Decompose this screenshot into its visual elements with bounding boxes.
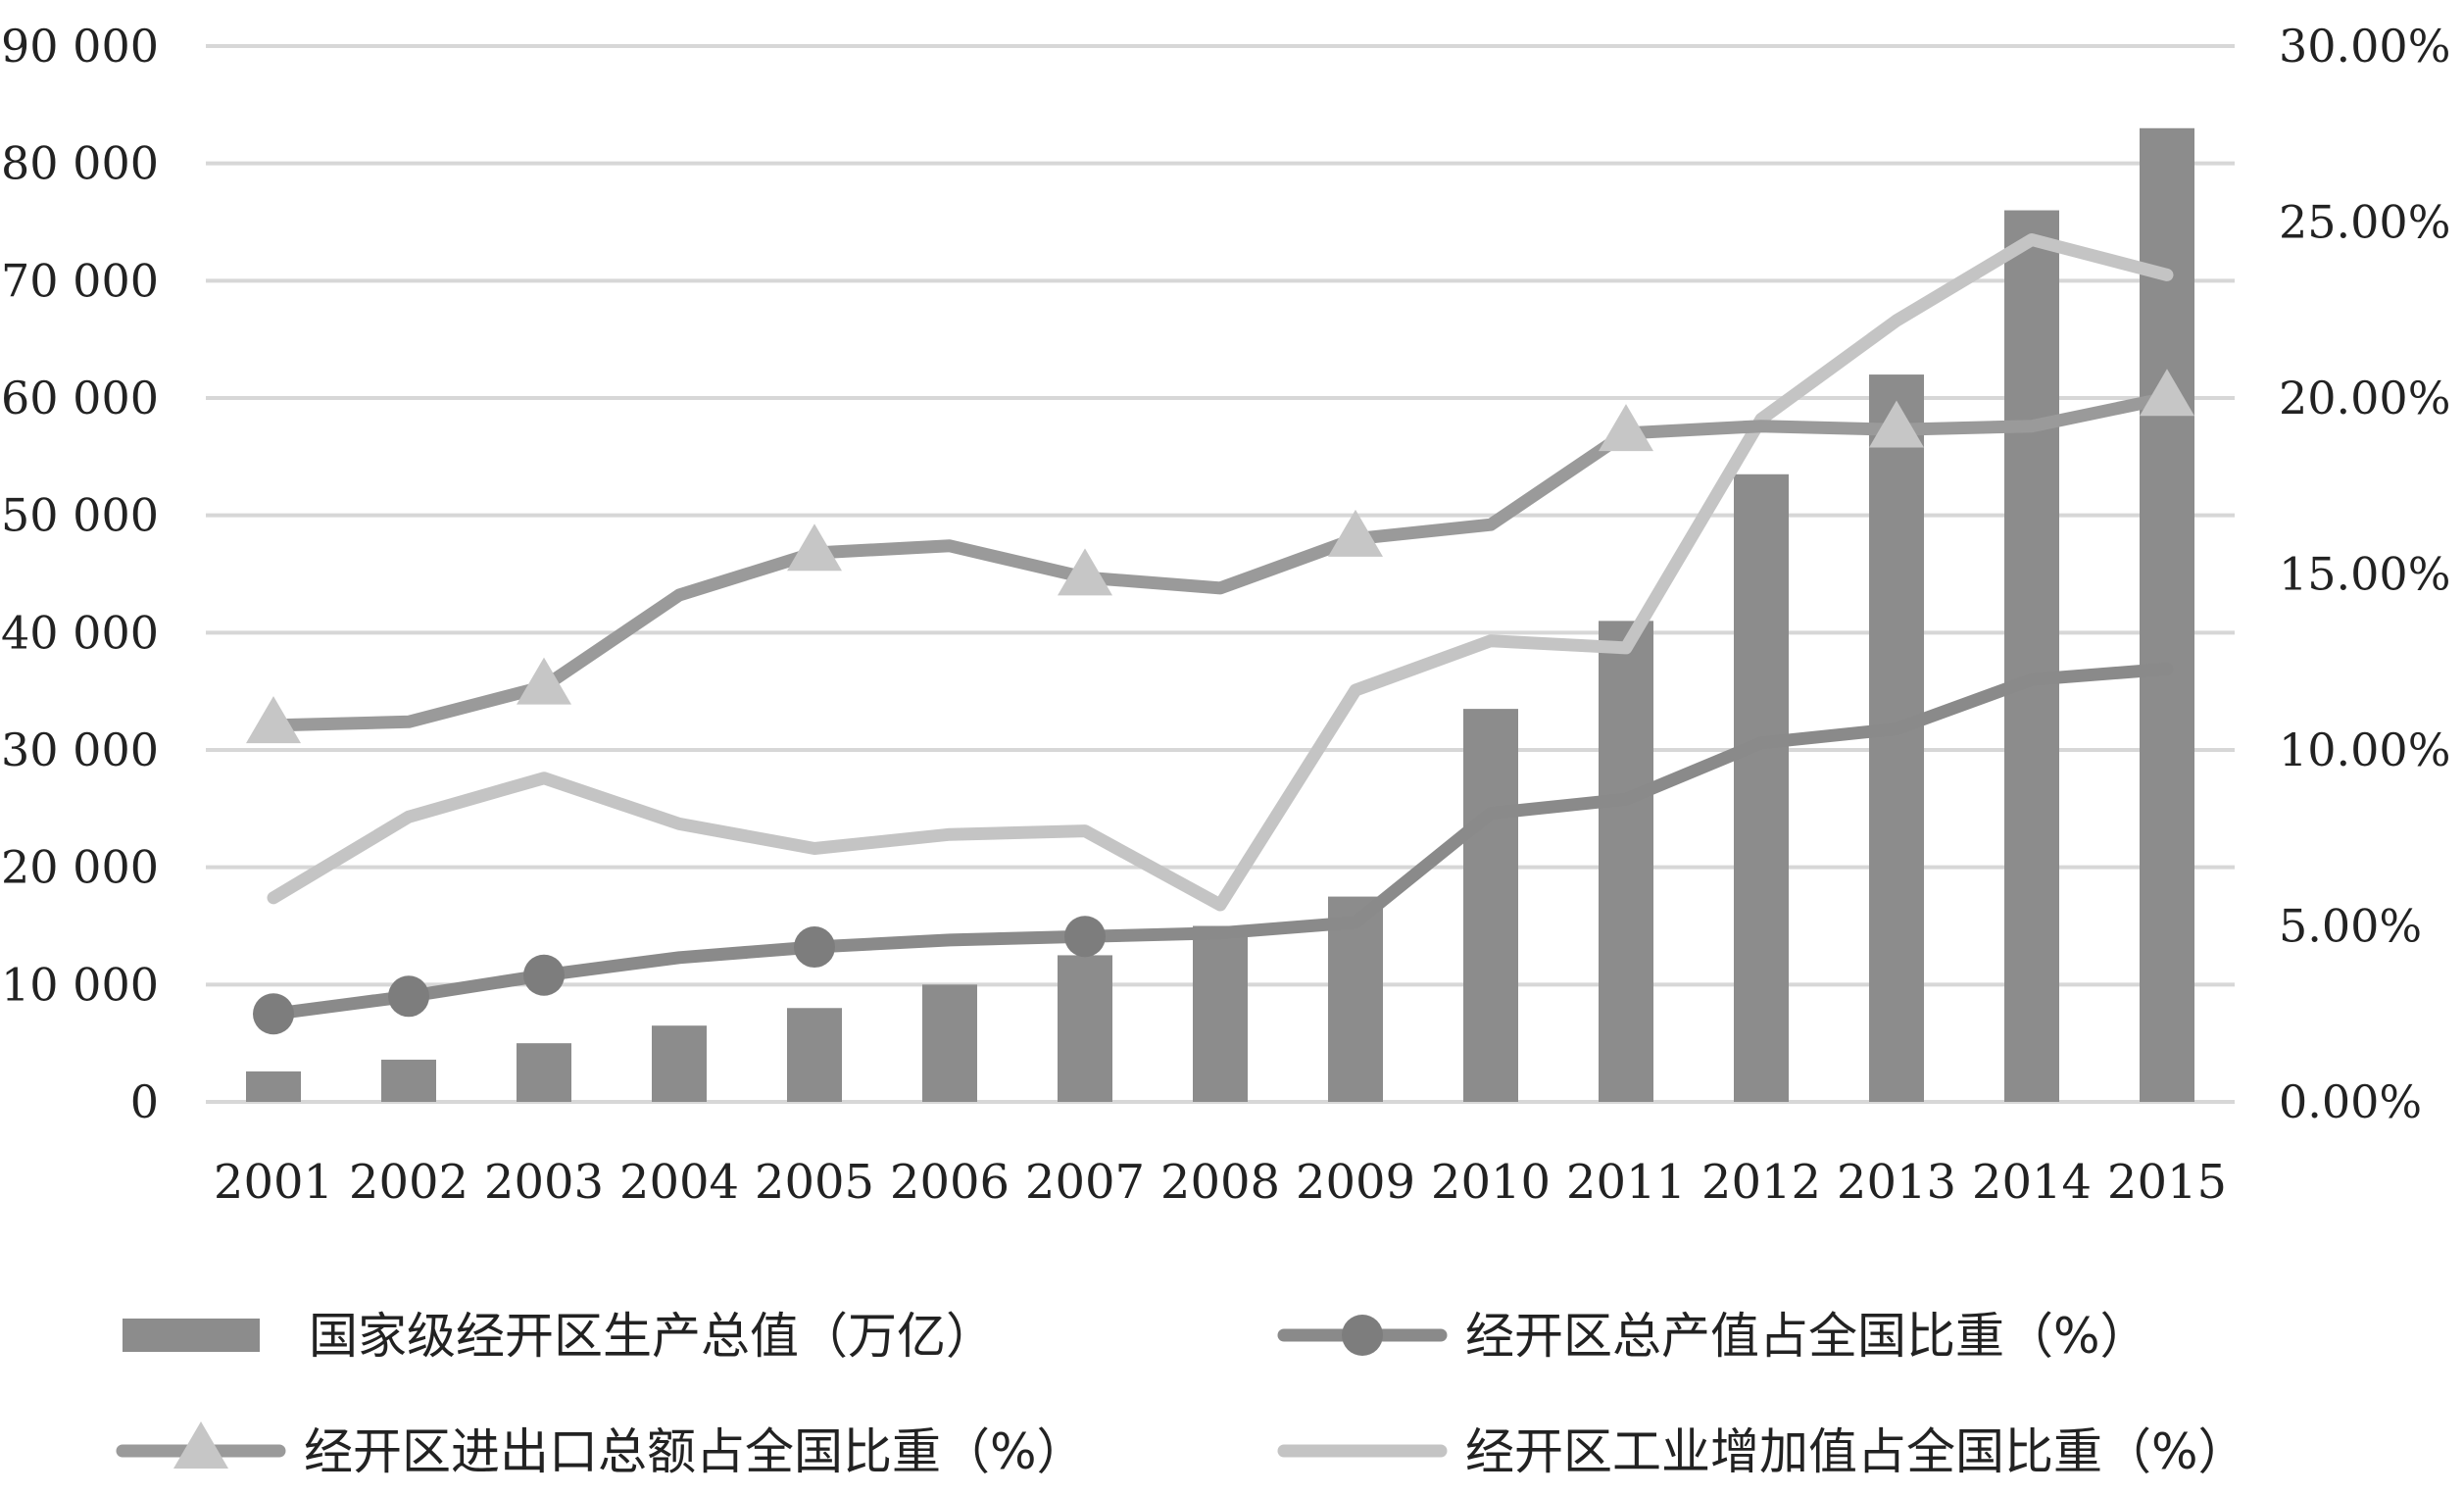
x-tick-label: 2011 [1566, 1155, 1686, 1210]
x-tick-label: 2014 [1972, 1155, 2092, 1210]
triangle-marker [2140, 369, 2194, 417]
series-line-2 [267, 391, 2174, 732]
series-line-3 [267, 233, 2174, 912]
legend: 国家级经开区生产总值（万亿） 经开区总产值占全国比重（%） 经开区进出口总额占全国比… [116, 1308, 2247, 1480]
bar [2004, 210, 2059, 1103]
bar [1599, 621, 1653, 1102]
bar [2140, 127, 2194, 1102]
x-tick-label: 2015 [2107, 1155, 2227, 1210]
circle-marker [523, 954, 565, 996]
legend-label: 经开区进出口总额占全国比重（%） [304, 1423, 1086, 1480]
bar [1463, 709, 1518, 1102]
left-tick-label: 90 000 [1, 20, 159, 73]
left-tick-label: 20 000 [1, 841, 159, 894]
x-tick-label: 2005 [755, 1155, 874, 1210]
left-tick-label: 40 000 [1, 606, 159, 659]
right-tick-label: 5.00% [2279, 900, 2422, 953]
bar [1193, 925, 1248, 1102]
circle-marker [794, 926, 835, 969]
bar [1058, 955, 1112, 1102]
legend-item-2: 经开区进出口总额占全国比重（%） [116, 1421, 1086, 1480]
x-tick-label: 2003 [484, 1155, 604, 1210]
circle-marker [388, 975, 429, 1018]
triangle-marker [1328, 509, 1383, 557]
right-tick-label: 10.00% [2279, 723, 2450, 776]
bar [1734, 473, 1789, 1102]
triangle-marker [246, 696, 301, 744]
legend-circle-marker [1342, 1315, 1383, 1356]
bar-series [246, 127, 2194, 1103]
legend-item-3: 经开区工业增加值占全国比重（%） [1277, 1423, 2247, 1480]
triangle-marker [1058, 548, 1112, 596]
line-series [246, 233, 2194, 1035]
bar [381, 1059, 436, 1102]
bar [652, 1025, 707, 1102]
bar [1869, 374, 1924, 1103]
right-tick-label: 0.00% [2279, 1075, 2422, 1128]
left-axis-ticks: 0 10 000 20 000 30 000 40 000 50 000 60 000 70 … [1, 20, 159, 1128]
legend-swatch [123, 1319, 260, 1352]
bar [517, 1043, 571, 1102]
triangle-marker [517, 657, 571, 705]
x-tick-label: 2012 [1701, 1155, 1821, 1210]
left-tick-label: 60 000 [1, 372, 159, 424]
bar [246, 1071, 301, 1102]
triangle-marker [787, 523, 842, 572]
legend-triangle-marker [173, 1421, 228, 1469]
x-tick-label: 2006 [890, 1155, 1010, 1210]
x-tick-label: 2007 [1025, 1155, 1145, 1210]
bar [787, 1008, 842, 1102]
left-tick-label: 10 000 [1, 958, 159, 1011]
x-tick-label: 2001 [214, 1155, 333, 1210]
x-tick-label: 2013 [1837, 1155, 1956, 1210]
left-tick-label: 0 [130, 1075, 159, 1128]
x-tick-label: 2009 [1296, 1155, 1415, 1210]
x-tick-label: 2010 [1431, 1155, 1551, 1210]
bar [1328, 896, 1383, 1102]
circle-marker [253, 993, 294, 1035]
right-tick-label: 30.00% [2279, 20, 2450, 73]
left-tick-label: 80 000 [1, 137, 159, 190]
left-tick-label: 30 000 [1, 723, 159, 776]
legend-item-1: 经开区总产值占全国比重（%） [1277, 1308, 2149, 1365]
legend-label: 经开区总产值占全国比重（%） [1465, 1308, 2149, 1365]
bar [922, 984, 977, 1102]
x-tick-label: 2008 [1160, 1155, 1280, 1210]
legend-label: 经开区工业增加值占全国比重（%） [1465, 1423, 2247, 1480]
triangle-marker [1599, 404, 1653, 452]
right-axis-ticks: 0.00% 5.00% 10.00% 15.00% 20.00% 25.00% 30.00% [2279, 20, 2450, 1128]
right-tick-label: 20.00% [2279, 372, 2450, 424]
circle-marker [1064, 916, 1106, 958]
right-tick-label: 15.00% [2279, 548, 2450, 601]
series-line-1 [267, 662, 2174, 1021]
x-tick-label: 2004 [619, 1155, 739, 1210]
legend-label: 国家级经开区生产总值（万亿） [309, 1308, 995, 1365]
left-tick-label: 70 000 [1, 254, 159, 307]
legend-item-0: 国家级经开区生产总值（万亿） [123, 1308, 995, 1365]
left-tick-label: 50 000 [1, 489, 159, 542]
x-axis-ticks: 2001 2002 2003 2004 2005 2006 2007 2008 2009 2010… [214, 1155, 2227, 1210]
triangle-marker [1869, 400, 1924, 448]
right-tick-label: 25.00% [2279, 196, 2450, 249]
x-tick-label: 2002 [349, 1155, 468, 1210]
